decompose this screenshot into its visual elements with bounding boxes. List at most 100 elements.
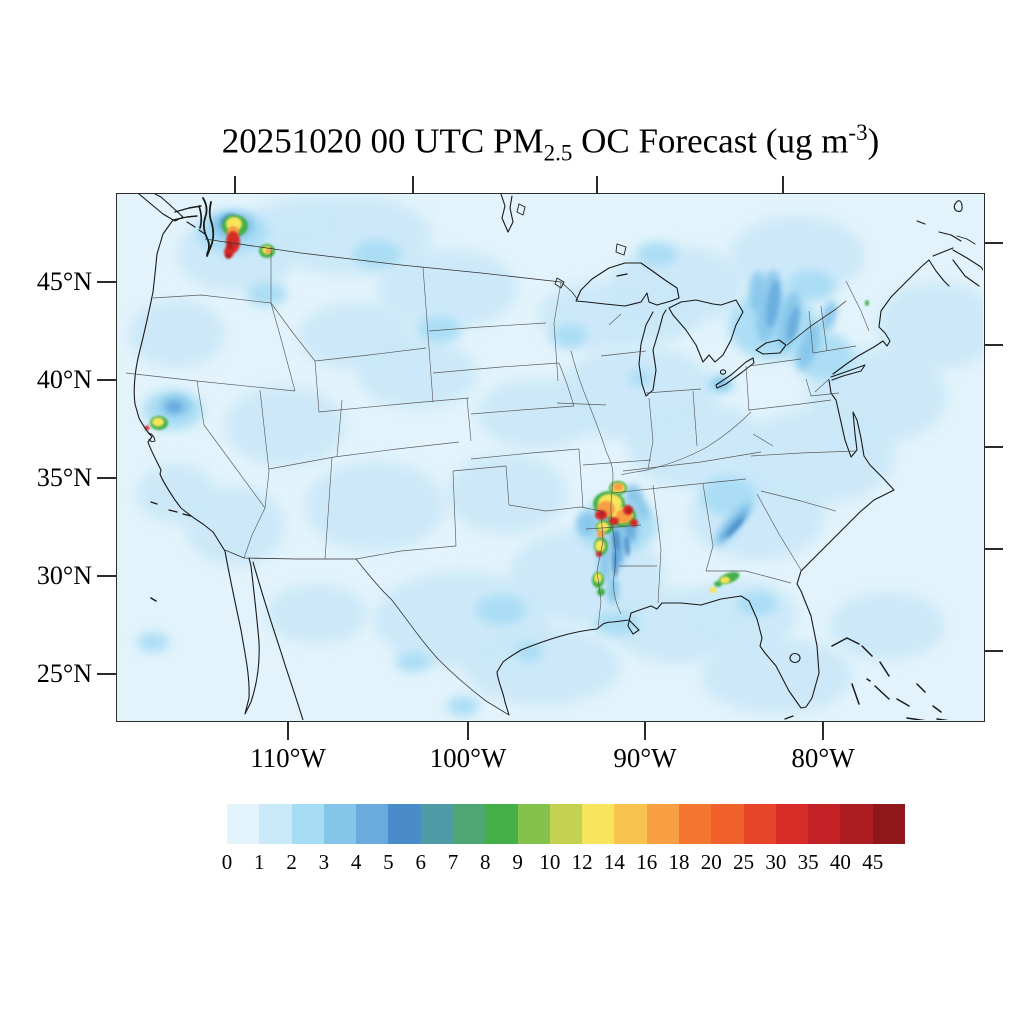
colorbar-cell-12	[582, 804, 615, 844]
field-blob	[476, 595, 526, 625]
colorbar-labels: 0 1 2 3 4 5 6 7 8 9 10 12 14 16 18 20 25 30 35 40 45	[222, 850, 905, 876]
state-border-line	[612, 478, 747, 494]
top-tick-100w	[412, 176, 414, 193]
state-border-line	[508, 504, 602, 512]
colorbar-cell-40	[840, 804, 873, 844]
state-border-line	[422, 266, 434, 403]
bottom-tick-90w	[644, 722, 646, 740]
field-blob	[607, 576, 619, 604]
colorbar-tick-label: 4	[350, 850, 362, 874]
y-tick-25n	[97, 673, 116, 675]
state-border-line	[243, 507, 266, 559]
colorbar-cell-18	[678, 804, 712, 844]
state-border-line	[466, 397, 472, 442]
colorbar-cell-10	[549, 804, 583, 844]
field-blob	[599, 511, 605, 517]
state-border-line	[470, 405, 575, 415]
state-border-line	[692, 390, 698, 447]
y-axis-label-40n: 40°N	[36, 365, 92, 394]
colorbar-cell-8	[485, 804, 518, 844]
state-border-line	[268, 441, 460, 470]
field-blob	[720, 576, 730, 584]
international-borders	[204, 238, 847, 716]
plot-title: 20251020 00 UTC PM2.5 OC Forecast (ug m-…	[116, 120, 985, 167]
field-blob	[597, 530, 605, 538]
colorbar-cell-14	[614, 804, 647, 844]
x-axis-label-100w: 100°W	[429, 743, 507, 773]
state-border-line	[336, 399, 343, 457]
field-blob	[227, 243, 233, 249]
state-border-line	[752, 433, 774, 447]
title-middle: OC Forecast (ug m	[572, 121, 849, 161]
field-blob	[609, 517, 619, 525]
title-suffix: )	[867, 121, 880, 161]
state-border-line	[196, 380, 266, 509]
state-border-line	[505, 465, 510, 506]
field-blob	[624, 536, 630, 556]
field-blob	[247, 282, 287, 306]
field-blob	[377, 249, 517, 329]
colorbar-cell-0	[227, 804, 260, 844]
colorbar-cell-5	[388, 804, 421, 844]
state-border-line	[622, 451, 762, 472]
forecast-map	[117, 194, 983, 720]
state-border-line	[582, 459, 652, 466]
colorbar-tick-label: 18	[668, 850, 690, 874]
colorbar-cell-30	[775, 804, 809, 844]
field-blob	[797, 322, 821, 370]
field-blob	[865, 300, 869, 306]
colorbar-tick-label: 40	[829, 850, 851, 874]
field-blob	[551, 324, 587, 348]
top-tick-90w	[596, 176, 598, 193]
colorbar-tick-label: 6	[415, 850, 426, 874]
title-superscript: -3	[848, 120, 868, 145]
field-blob	[737, 592, 777, 616]
colorbar-cell-35	[808, 804, 841, 844]
y-tick-40n	[97, 379, 116, 381]
pm25-field	[129, 196, 983, 716]
field-blob	[748, 271, 766, 311]
colorbar-cell-20	[711, 804, 744, 844]
colorbar-cell-6	[420, 804, 453, 844]
field-blob	[829, 592, 945, 660]
title-subscript: 2.5	[543, 140, 573, 166]
title-prefix: 20251020 00 UTC PM	[221, 121, 544, 161]
colorbar-tick-label: 8	[480, 850, 491, 874]
state-border-line	[814, 378, 830, 393]
state-border-line	[553, 281, 562, 382]
field-blob	[357, 339, 477, 409]
x-axis-label-90w: 90°W	[613, 743, 677, 773]
colorbar	[227, 804, 905, 844]
colorbar-cell-3	[323, 804, 357, 844]
field-blob	[593, 612, 641, 636]
x-axis-label-110w: 110°W	[250, 743, 326, 773]
colorbar-tick-label: 16	[636, 850, 658, 874]
y-tick-45n	[97, 281, 116, 283]
colorbar-tick-label: 14	[603, 850, 625, 874]
state-border-line	[600, 350, 647, 357]
y-axis-label-30n: 30°N	[36, 561, 92, 590]
state-border-line	[558, 362, 575, 407]
field-blob	[625, 484, 641, 504]
field-blob	[626, 508, 632, 514]
field-blob	[447, 454, 567, 534]
field-blob	[597, 522, 609, 532]
state-border-line	[647, 397, 654, 470]
colorbar-cell-4	[356, 804, 389, 844]
field-blob	[613, 483, 623, 491]
colorbar-tick-label: 20	[700, 850, 722, 874]
field-blob	[709, 587, 717, 593]
state-border-line	[756, 493, 802, 571]
field-blob	[577, 512, 597, 536]
state-border-line	[264, 470, 270, 509]
colorbar-cell-7	[452, 804, 486, 844]
state-border-line	[808, 310, 814, 354]
state-borders	[125, 247, 870, 629]
top-tick-110w	[234, 176, 236, 193]
state-border-line	[748, 399, 832, 411]
colorbar-cell-1	[259, 804, 292, 844]
field-blob	[137, 632, 169, 652]
field-blob	[726, 517, 744, 537]
right-tick-5	[985, 650, 1003, 652]
